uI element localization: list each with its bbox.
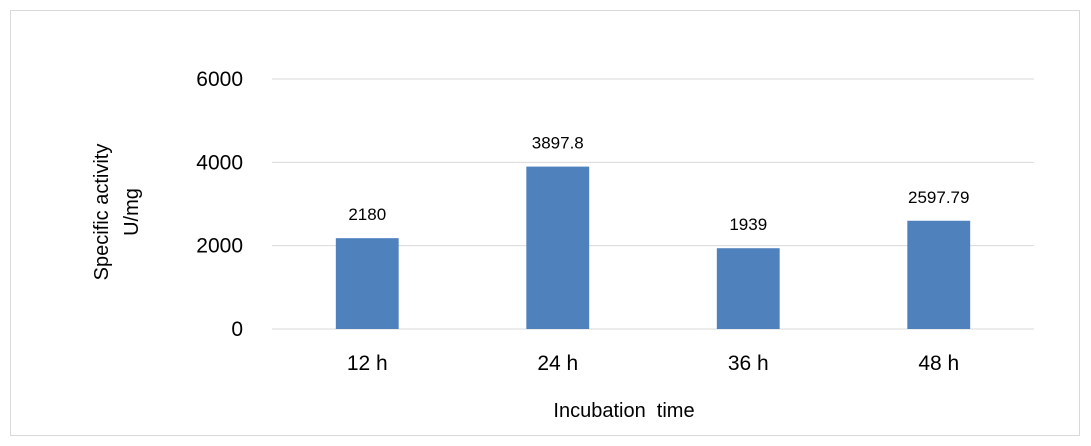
bar	[716, 248, 780, 329]
y-tick-label: 0	[231, 318, 243, 341]
data-label: 1939	[729, 215, 767, 234]
y-axis-ticks: 0 2000 4000 6000	[196, 68, 243, 341]
y-tick-label: 6000	[196, 68, 243, 91]
bar	[335, 238, 399, 329]
y-axis-title: Specific activity U/mg	[91, 144, 143, 281]
x-tick-label: 36 h	[728, 352, 769, 375]
gridlines	[272, 78, 1034, 330]
data-label: 3897.8	[532, 134, 584, 153]
data-label: 2597.79	[908, 188, 969, 207]
x-tick-label: 12 h	[347, 352, 388, 375]
data-label: 2180	[348, 205, 386, 224]
x-tick-label: 48 h	[918, 352, 959, 375]
y-tick-label: 4000	[196, 151, 243, 174]
data-labels: 2180 3897.8 1939 2597.79	[348, 134, 969, 235]
x-axis-title: Incubation time	[553, 400, 694, 422]
bar	[907, 220, 971, 329]
x-tick-label: 24 h	[537, 352, 578, 375]
y-tick-label: 2000	[196, 235, 243, 258]
y-axis-title-line-1: Specific activity	[91, 144, 113, 281]
bar	[526, 166, 590, 329]
y-axis-title-line-2: U/mg	[121, 188, 143, 236]
bars	[335, 166, 971, 329]
x-axis-ticks: 12 h 24 h 36 h 48 h	[347, 352, 959, 375]
